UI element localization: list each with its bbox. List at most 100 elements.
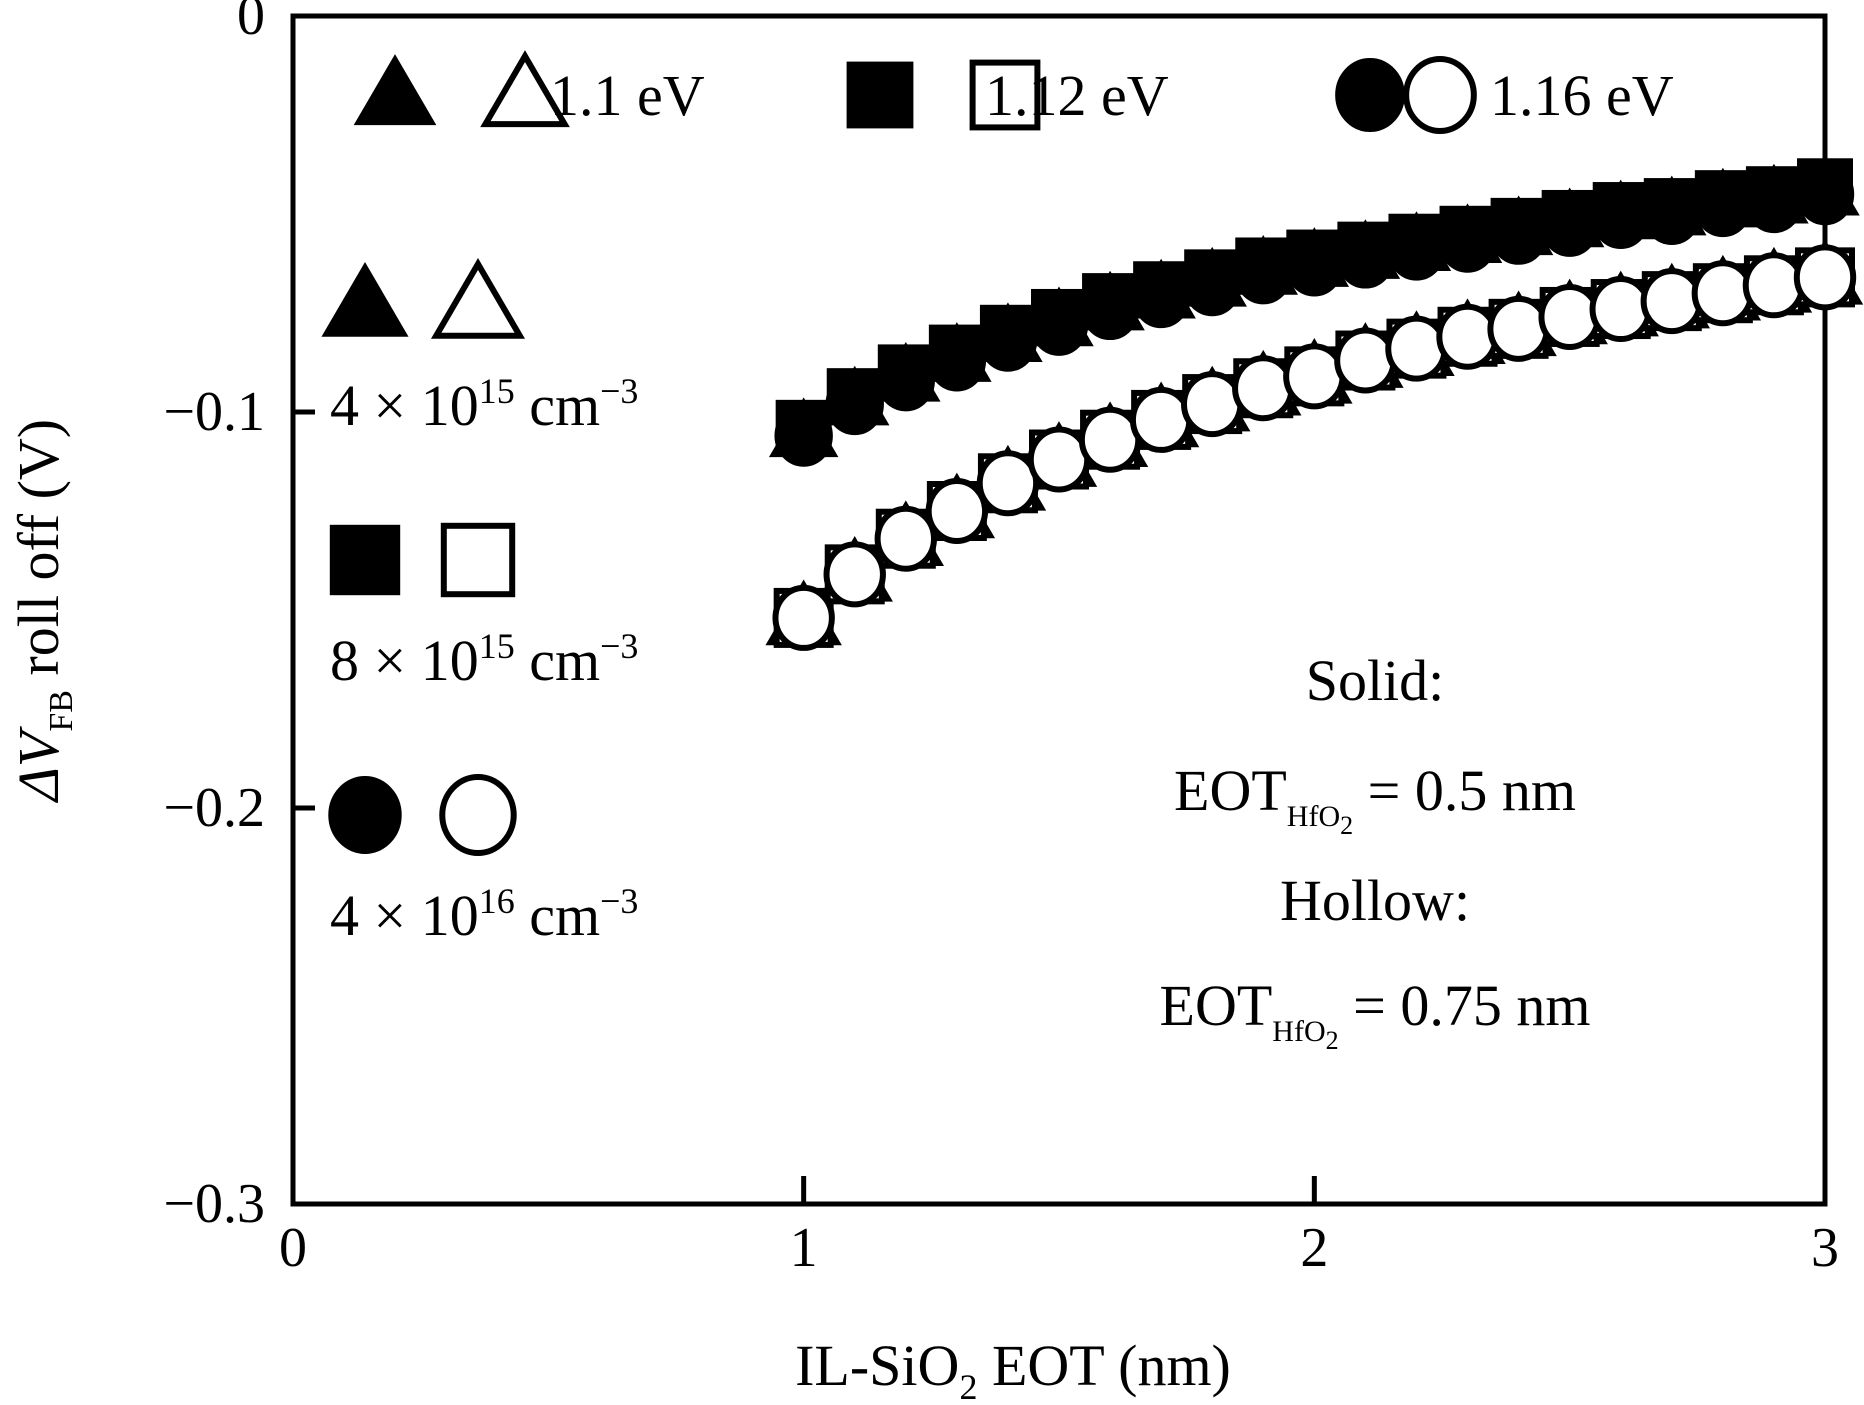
series-5-point-9: [1232, 355, 1295, 422]
x-axis-label-main: IL-SiO: [795, 1333, 959, 1398]
annotation-hollow-eot-main: EOT: [1160, 973, 1273, 1038]
legend: 1.1 eV 1.12 eV 1.16 eV4 × 1015 cm−38 × 101…: [321, 50, 1674, 948]
series-2-point-15: [1540, 194, 1599, 257]
series-5-point-4: [976, 450, 1040, 517]
annotation-solid-eot-tail: = 0.5 nm: [1353, 758, 1576, 823]
series-5-point-2: [874, 505, 937, 572]
x-tick-label-3: 3: [1811, 1217, 1839, 1279]
x-tick-label-0: 0: [279, 1217, 307, 1279]
x-axis-label: IL-SiO2 EOT (nm): [795, 1333, 1231, 1405]
series-2-point-7: [1131, 266, 1191, 329]
series-2-point-8: [1183, 254, 1242, 317]
series-2-point-10: [1285, 234, 1344, 297]
series-5-point-16: [1589, 276, 1652, 343]
x-axis-label-sub: 2: [959, 1367, 977, 1405]
x-tick-label-2: 2: [1300, 1217, 1328, 1279]
legend-left-2-label-base: 4 × 10: [330, 883, 479, 948]
series-2-point-3: [927, 329, 987, 392]
legend-left-1-label-unit-exp: −3: [600, 626, 638, 666]
legend-left-1-label-base: 8 × 10: [330, 628, 479, 693]
series-5-point-17: [1640, 268, 1704, 335]
series-2-point-0: [774, 404, 833, 467]
series-2-point-4: [978, 309, 1038, 372]
legend-left-1-hollow-marker: [440, 522, 516, 598]
series-2-point-1: [825, 373, 884, 436]
y-axis-label-sub: FB: [43, 690, 80, 732]
series-2-point-16: [1591, 186, 1650, 249]
legend-left-2-hollow-marker: [439, 774, 517, 856]
series-2-point-12: [1387, 218, 1446, 281]
series-5-point-1: [823, 541, 886, 608]
legend-top-0-solid-marker: [353, 54, 437, 126]
legend-left-2-label-unit: cm: [515, 883, 600, 948]
annotation-hollow-eot-subsub: 2: [1326, 1026, 1339, 1055]
legend-left-2-solid-marker: [328, 776, 402, 854]
series-2-point-20: [1795, 163, 1855, 226]
legend-left-1-label: 8 × 1015 cm−3: [330, 626, 638, 693]
annotation-solid-eot-main: EOT: [1174, 758, 1287, 823]
series-5-point-7: [1129, 386, 1193, 453]
series-5-point-3: [925, 478, 989, 544]
y-tick-label-1: −0.1: [163, 381, 265, 443]
y-axis-label-tail: roll off (V): [6, 419, 71, 690]
annotation-hollow-label: Hollow:: [1280, 868, 1470, 933]
series-5-point-15: [1538, 283, 1601, 350]
series-5-point-0: [772, 584, 835, 651]
series-5-point-10: [1283, 343, 1346, 410]
legend-top-2-solid-marker: [1335, 58, 1405, 132]
y-axis-label-prefix: ΔV: [6, 725, 71, 803]
series-2-point-13: [1438, 210, 1497, 273]
series-5-point-8: [1181, 371, 1244, 438]
series-5-point-5: [1027, 426, 1091, 493]
y-axis-label: ΔVFB roll off (V): [6, 419, 80, 803]
x-tick-label-1: 1: [790, 1217, 818, 1279]
legend-top-2-hollow-marker: [1403, 56, 1477, 134]
series-2-point-6: [1080, 278, 1140, 341]
legend-left-0-label: 4 × 1015 cm−3: [330, 371, 638, 438]
legend-left-0-hollow-marker: [430, 257, 526, 339]
legend-left-1-label-exp: 15: [479, 626, 515, 666]
legend-top-2-label: 1.16 eV: [1490, 63, 1674, 128]
series-2-point-9: [1234, 242, 1293, 305]
legend-top-1-solid-marker: [846, 61, 914, 129]
legend-left-2-label: 4 × 1016 cm−3: [330, 881, 638, 948]
legend-top-1-hollow-marker: [969, 59, 1041, 131]
legend-left-2-label-exp: 16: [479, 881, 515, 921]
annotation-solid-eot-subsub: 2: [1340, 811, 1353, 840]
series-5-point-6: [1078, 406, 1142, 473]
legend-left-0-label-unit-exp: −3: [600, 371, 638, 411]
annotation-hollow-eot: EOTHfO2 = 0.75 nm: [1160, 973, 1591, 1055]
plot-frame: [290, 13, 1828, 1207]
series-2-point-17: [1642, 183, 1702, 245]
annotation-hollow-eot-sub: HfO: [1272, 1015, 1325, 1048]
series-2-point-5: [1029, 293, 1089, 356]
legend-top-0-label: 1.1 eV: [550, 63, 705, 128]
annotation-solid-eot-sub: HfO: [1287, 800, 1340, 833]
legend-left-0-label-exp: 15: [479, 371, 515, 411]
legend-left-1-solid-marker: [329, 524, 401, 596]
series-2-point-19: [1744, 171, 1804, 234]
x-axis-label-tail: EOT (nm): [977, 1333, 1230, 1398]
data-marks: [765, 155, 1864, 651]
y-tick-label-3: −0.3: [163, 1173, 265, 1235]
legend-top-0-hollow-marker: [480, 50, 570, 128]
legend-top-1-label: 1.12 eV: [985, 63, 1169, 128]
legend-left-0-label-base: 4 × 10: [330, 373, 479, 438]
series-2-point-2: [876, 349, 935, 412]
series-2-point-18: [1693, 175, 1753, 238]
annotation-hollow-eot-tail: = 0.75 nm: [1339, 973, 1591, 1038]
series-5-point-11: [1334, 327, 1397, 394]
legend-left-2-label-unit-exp: −3: [600, 881, 638, 921]
y-tick-label-0: 0: [237, 0, 265, 47]
series-2-point-14: [1489, 202, 1548, 265]
series-5-point-18: [1691, 260, 1755, 327]
series-5-point-12: [1385, 315, 1448, 382]
series-5-point-19: [1742, 252, 1806, 319]
axis-ticks: 0 1 2 3 0 −0.1 −0.2 −0.3: [163, 0, 1839, 1279]
legend-left-0-label-unit: cm: [515, 373, 600, 438]
series-5-point-14: [1487, 295, 1550, 362]
annotation-solid-eot: EOTHfO2 = 0.5 nm: [1174, 758, 1576, 840]
y-tick-label-2: −0.2: [163, 777, 265, 839]
series-2-point-11: [1336, 226, 1395, 289]
